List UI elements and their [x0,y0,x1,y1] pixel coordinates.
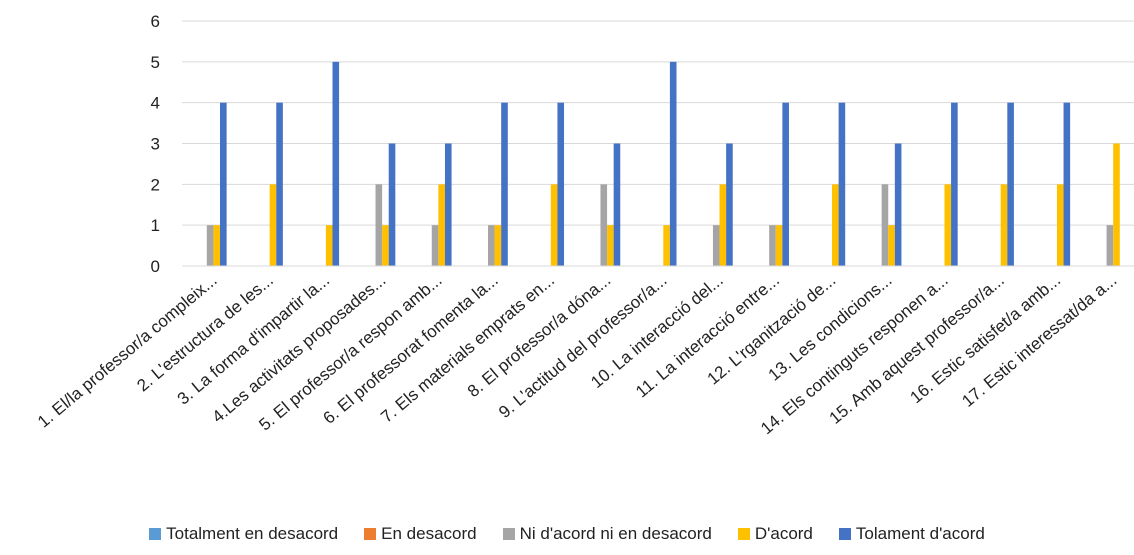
y-tick-label: 4 [151,94,160,113]
bar [607,225,614,266]
bar [782,102,789,267]
bar [1000,184,1008,266]
bar [894,143,902,266]
bar [1063,102,1071,267]
legend-item: D'acord [737,524,813,544]
bar [438,184,445,266]
bar [431,225,439,266]
bar [1106,225,1114,266]
bar [375,184,383,266]
bar [213,225,221,266]
y-tick-label: 6 [151,12,160,31]
legend-label: D'acord [754,524,813,543]
bar [269,184,277,266]
legend-item: Tolament d'acord [838,524,985,544]
bar [494,225,502,266]
legend-swatch [838,528,851,540]
legend: Totalment en desacord En desacord Ni d'aco… [0,524,1134,544]
x-axis-ticks: 1. El/la professor/a compleix...2. L'est… [34,271,1120,439]
y-tick-label: 1 [151,216,160,235]
bar [276,102,283,267]
legend-swatch [502,528,515,540]
bar [951,102,958,267]
legend-label: Ni d'acord ni en desacord [519,524,712,543]
bar [388,143,396,266]
bar [332,61,340,267]
bar [669,61,677,267]
gridlines [182,20,1134,226]
bar [663,225,670,266]
legend-swatch [149,528,162,540]
bar [888,225,895,266]
bar [1113,143,1120,266]
legend-label: Tolament d'acord [855,524,985,543]
bars [206,61,1120,267]
bar [382,225,389,266]
bar [881,184,889,266]
bar [325,225,333,266]
bar [1007,102,1014,267]
bar [712,225,720,266]
y-tick-label: 0 [151,257,160,276]
bar [220,102,227,267]
bar [719,184,727,266]
bar [726,143,733,266]
legend-swatch [737,528,750,540]
legend-item: En desacord [364,524,477,544]
bar [775,225,783,266]
bar [501,102,508,267]
bar [832,184,839,266]
y-tick-label: 2 [151,175,160,194]
bar [613,143,621,266]
y-tick-label: 3 [151,135,160,154]
y-tick-label: 5 [151,53,160,72]
bar [769,225,776,266]
bar [1056,184,1064,266]
legend-label: Totalment en desacord [166,524,339,543]
legend-swatch [364,528,377,540]
bar [944,184,952,266]
bar [487,225,495,266]
y-axis-ticks: 0 1 2 3 4 5 6 [151,12,160,276]
bar [600,184,608,266]
legend-label: En desacord [381,524,477,543]
bar [550,184,558,266]
bar [206,225,214,266]
legend-item: Totalment en desacord [149,524,338,544]
bar [838,102,846,267]
legend-item: Ni d'acord ni en desacord [502,524,712,544]
bar [444,143,452,266]
bar [557,102,565,267]
